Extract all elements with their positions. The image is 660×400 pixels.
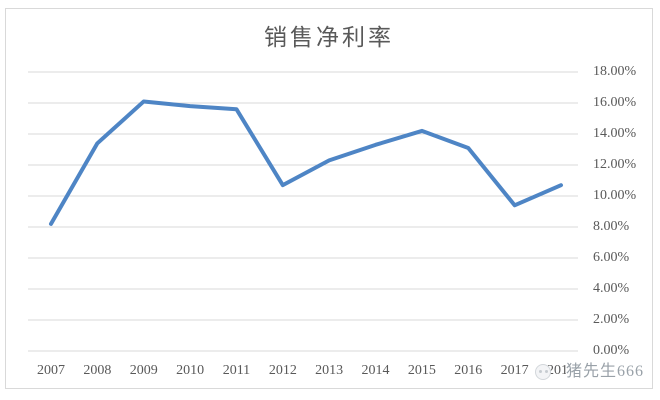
y-tick-label: 16.00% [593, 95, 637, 110]
avatar-circle-icon [535, 364, 551, 380]
watermark-label: 猪先生666 [566, 362, 645, 382]
x-tick-label: 2015 [407, 363, 436, 378]
y-tick-label: 12.00% [593, 157, 637, 172]
x-tick-label: 2013 [315, 363, 344, 378]
y-tick-label: 18.00% [593, 64, 637, 79]
watermark: 猪先生666 [535, 362, 645, 382]
y-tick-label: 14.00% [593, 126, 637, 141]
x-tick-label: 2008 [83, 363, 112, 378]
x-tick-label: 2010 [176, 363, 205, 378]
x-tick-label: 2007 [37, 363, 65, 378]
x-tick-label: 2017 [500, 363, 529, 378]
y-tick-label: 10.00% [593, 188, 637, 203]
y-tick-label: 2.00% [593, 312, 630, 327]
y-tick-label: 6.00% [593, 250, 630, 265]
chart-title: 销售净利率 [264, 25, 394, 50]
series-line [49, 99, 563, 226]
x-tick-label: 2016 [454, 363, 483, 378]
y-tick-label: 4.00% [593, 281, 630, 296]
y-tick-label: 0.00% [593, 343, 630, 358]
y-tick-label: 8.00% [593, 219, 630, 234]
x-tick-label: 2012 [268, 363, 297, 378]
x-tick-label: 2014 [361, 363, 390, 378]
x-tick-label: 2009 [129, 363, 158, 378]
x-tick-label: 2011 [222, 363, 251, 378]
